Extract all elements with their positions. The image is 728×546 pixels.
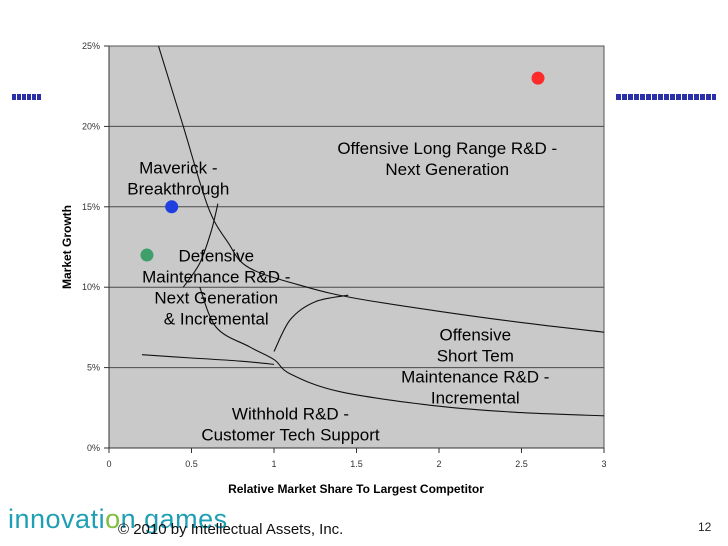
short-notch-curve xyxy=(273,294,349,352)
logo-text-part2: n games xyxy=(120,504,228,534)
innovation-games-logo: innovation games xyxy=(8,504,228,535)
withhold-label: Withhold R&D -Customer Tech Support xyxy=(201,404,380,444)
plot-area xyxy=(108,45,605,449)
x-axis-label: Relative Market Share To Largest Competi… xyxy=(228,482,484,496)
x-tick-label: 3 xyxy=(601,459,606,469)
quadrant-labels: Maverick -Breakthrough Offensive Long Ran… xyxy=(127,139,557,444)
gridlines xyxy=(109,125,604,369)
axes xyxy=(104,45,605,453)
y-tick-label: 0% xyxy=(87,443,100,453)
logo-text-accent: o xyxy=(105,504,121,534)
data-point-blue xyxy=(165,200,179,214)
x-tick-label: 1 xyxy=(271,459,276,469)
y-tick-label: 15% xyxy=(82,202,100,212)
middle-divider-curve xyxy=(141,354,275,365)
offensive-long-range-label: Offensive Long Range R&D -Next Generatio… xyxy=(337,139,557,179)
maverick-label: Maverick -Breakthrough xyxy=(127,158,229,198)
page-number: 12 xyxy=(698,520,712,534)
y-tick-label: 10% xyxy=(82,282,100,292)
y-tick-label: 25% xyxy=(82,41,100,51)
defensive-notch-curve xyxy=(182,203,219,288)
logo-text-part1: innovati xyxy=(8,504,106,534)
offensive-short-term-label: Offensive Short Tem Maintenance R&D -Incre… xyxy=(401,325,549,407)
x-tick-label: 1.5 xyxy=(350,459,363,469)
x-tick-label: 0.5 xyxy=(185,459,198,469)
y-tick-label: 5% xyxy=(87,363,100,373)
copyright-notice: © 2010 by Intellectual Assets, Inc. xyxy=(118,521,344,538)
y-tick-label: 20% xyxy=(82,121,100,131)
decorative-bar-left xyxy=(12,94,42,100)
lower-boundary-curve xyxy=(199,286,604,417)
y-axis-label: Market Growth xyxy=(60,205,74,289)
x-tick-label: 2.5 xyxy=(515,459,528,469)
x-tick-label: 2 xyxy=(436,459,441,469)
decorative-bar-right xyxy=(616,94,716,100)
quadrant-curves xyxy=(141,46,604,417)
data-point-red xyxy=(531,71,545,85)
data-points xyxy=(140,71,545,262)
tick-labels: 0 0.5 1 1.5 2 2.5 3 0% 5% 10% 15% 20% 25% xyxy=(82,41,607,469)
data-point-green xyxy=(140,248,154,262)
defensive-maintenance-label: Defensive Maintenance R&D -Next Generatio… xyxy=(142,247,290,329)
x-tick-label: 0 xyxy=(106,459,111,469)
upper-boundary-curve xyxy=(157,46,604,333)
